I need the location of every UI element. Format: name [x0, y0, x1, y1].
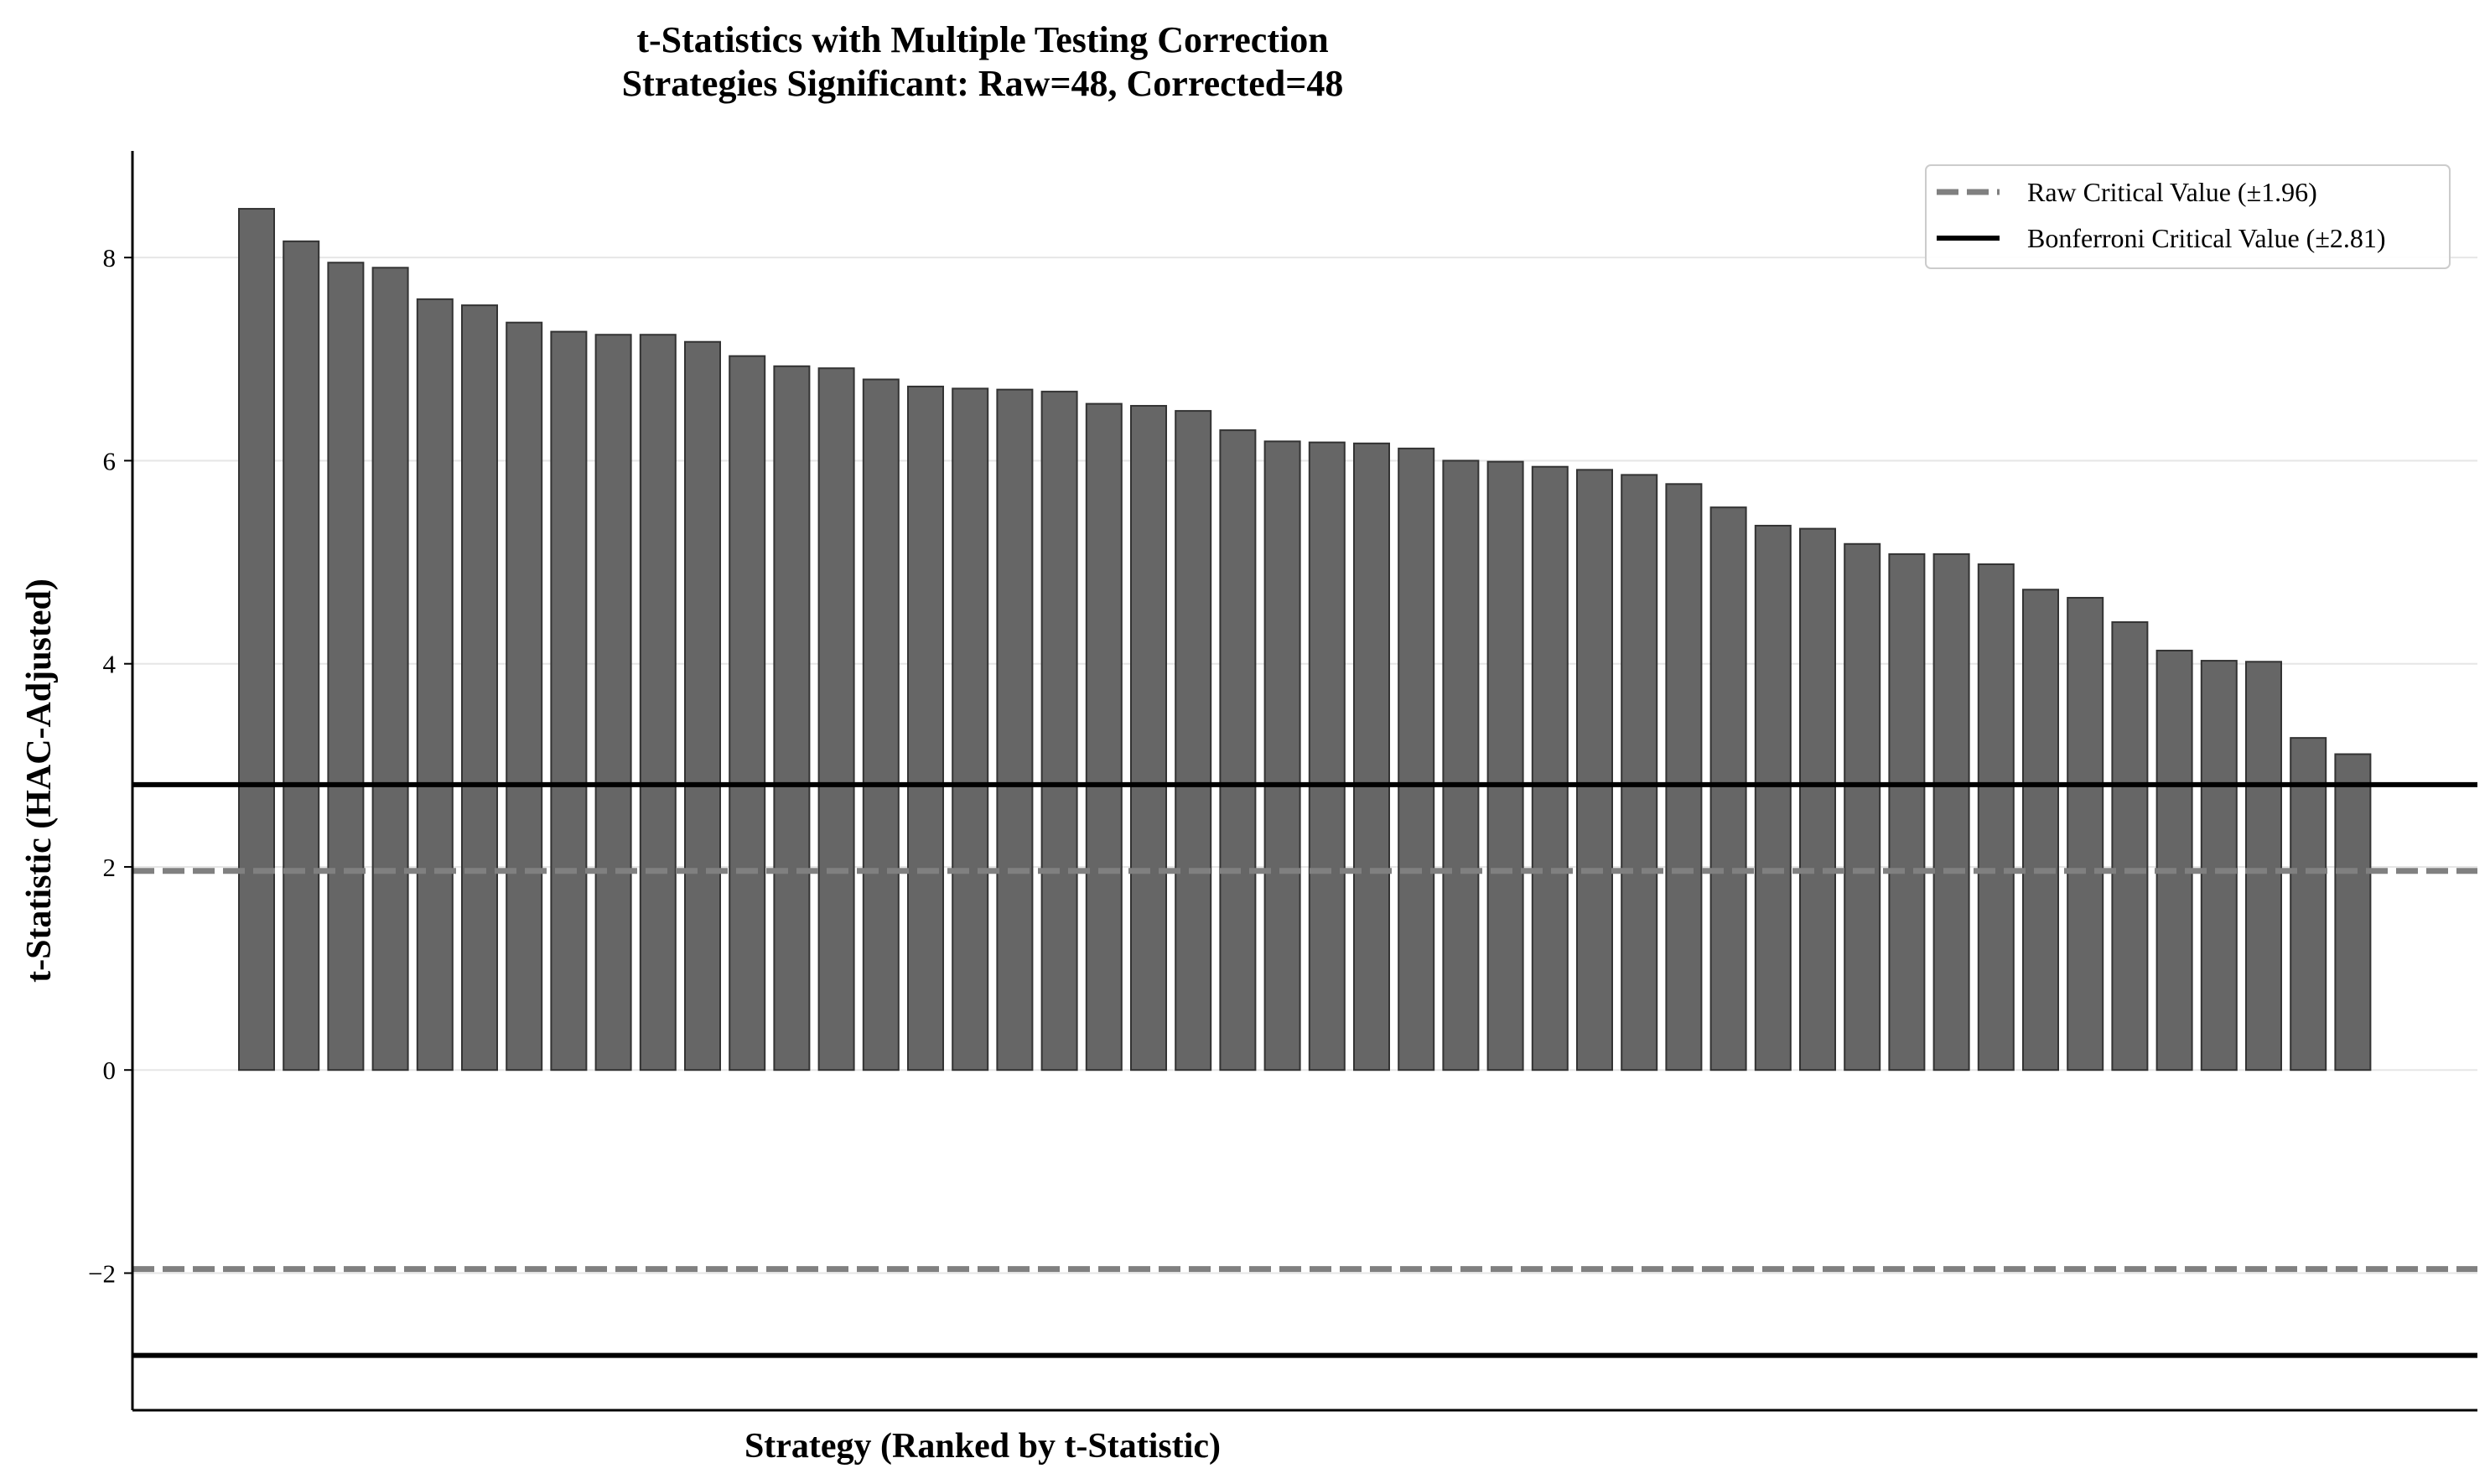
bar [2022, 589, 2059, 1071]
bar [1709, 506, 1747, 1071]
y-tick-label: 0 [103, 1056, 117, 1085]
y-tick-label: 8 [103, 243, 117, 272]
legend-label-bonferroni: Bonferroni Critical Value (±2.81) [2027, 223, 2386, 253]
bar [594, 334, 632, 1071]
bar [907, 386, 944, 1071]
bar [1085, 402, 1123, 1071]
bar [952, 387, 989, 1071]
bar [1665, 483, 1703, 1071]
y-ticks: −2 0 2 4 6 8 [88, 243, 132, 1288]
legend-label-raw: Raw Critical Value (±1.96) [2027, 177, 2317, 207]
chart-title: t-Statistics with Multiple Testing Corre… [636, 19, 1328, 60]
bar [1353, 442, 1390, 1071]
bar [1263, 440, 1301, 1071]
bar [2200, 660, 2238, 1071]
bar [1219, 429, 1257, 1071]
legend: Raw Critical Value (±1.96) Bonferroni Cr… [1925, 164, 2451, 269]
legend-box [1925, 164, 2451, 269]
bar [2334, 753, 2372, 1071]
bar [283, 240, 320, 1071]
y-tick-label: 4 [103, 650, 117, 679]
bar [1531, 465, 1569, 1071]
bar [416, 298, 454, 1071]
y-tick-label: −2 [88, 1258, 116, 1288]
bar [729, 355, 766, 1071]
bars [238, 208, 2372, 1071]
bar [2245, 661, 2282, 1071]
y-tick-label: 2 [103, 853, 117, 882]
bar [684, 340, 721, 1071]
y-axis-label: t-Statistic (HAC-Adjusted) [20, 579, 59, 983]
reference-lines [132, 781, 2477, 1358]
bar [1754, 524, 1792, 1071]
bar [1130, 405, 1167, 1071]
bar [1308, 441, 1346, 1071]
bar [1040, 391, 1078, 1071]
bar [238, 208, 275, 1071]
bar [2111, 621, 2149, 1071]
bar [1175, 410, 1212, 1071]
x-axis-label: Strategy (Ranked by t-Statistic) [744, 1427, 1221, 1466]
bar [2290, 737, 2327, 1071]
bar [2067, 596, 2104, 1071]
bar [371, 267, 409, 1071]
bar [2155, 649, 2193, 1071]
bar [1398, 447, 1435, 1071]
y-tick-label: 6 [103, 446, 117, 475]
bar [1888, 553, 1926, 1071]
bar [1576, 469, 1613, 1071]
bar [1799, 527, 1836, 1071]
bar [506, 321, 543, 1071]
bar [639, 334, 677, 1071]
bar [1486, 460, 1524, 1071]
bar [1844, 542, 1881, 1071]
chart-subtitle: Strategies Significant: Raw=48, Correcte… [622, 63, 1344, 104]
bar [862, 378, 900, 1071]
bar [550, 330, 588, 1071]
bar [1442, 459, 1480, 1071]
bar [327, 262, 365, 1071]
bar [1621, 474, 1658, 1071]
bar [461, 304, 498, 1071]
bar [1977, 563, 2015, 1071]
bar [996, 388, 1034, 1071]
bar [773, 365, 811, 1071]
bar [817, 367, 855, 1071]
bar [1932, 553, 1970, 1071]
